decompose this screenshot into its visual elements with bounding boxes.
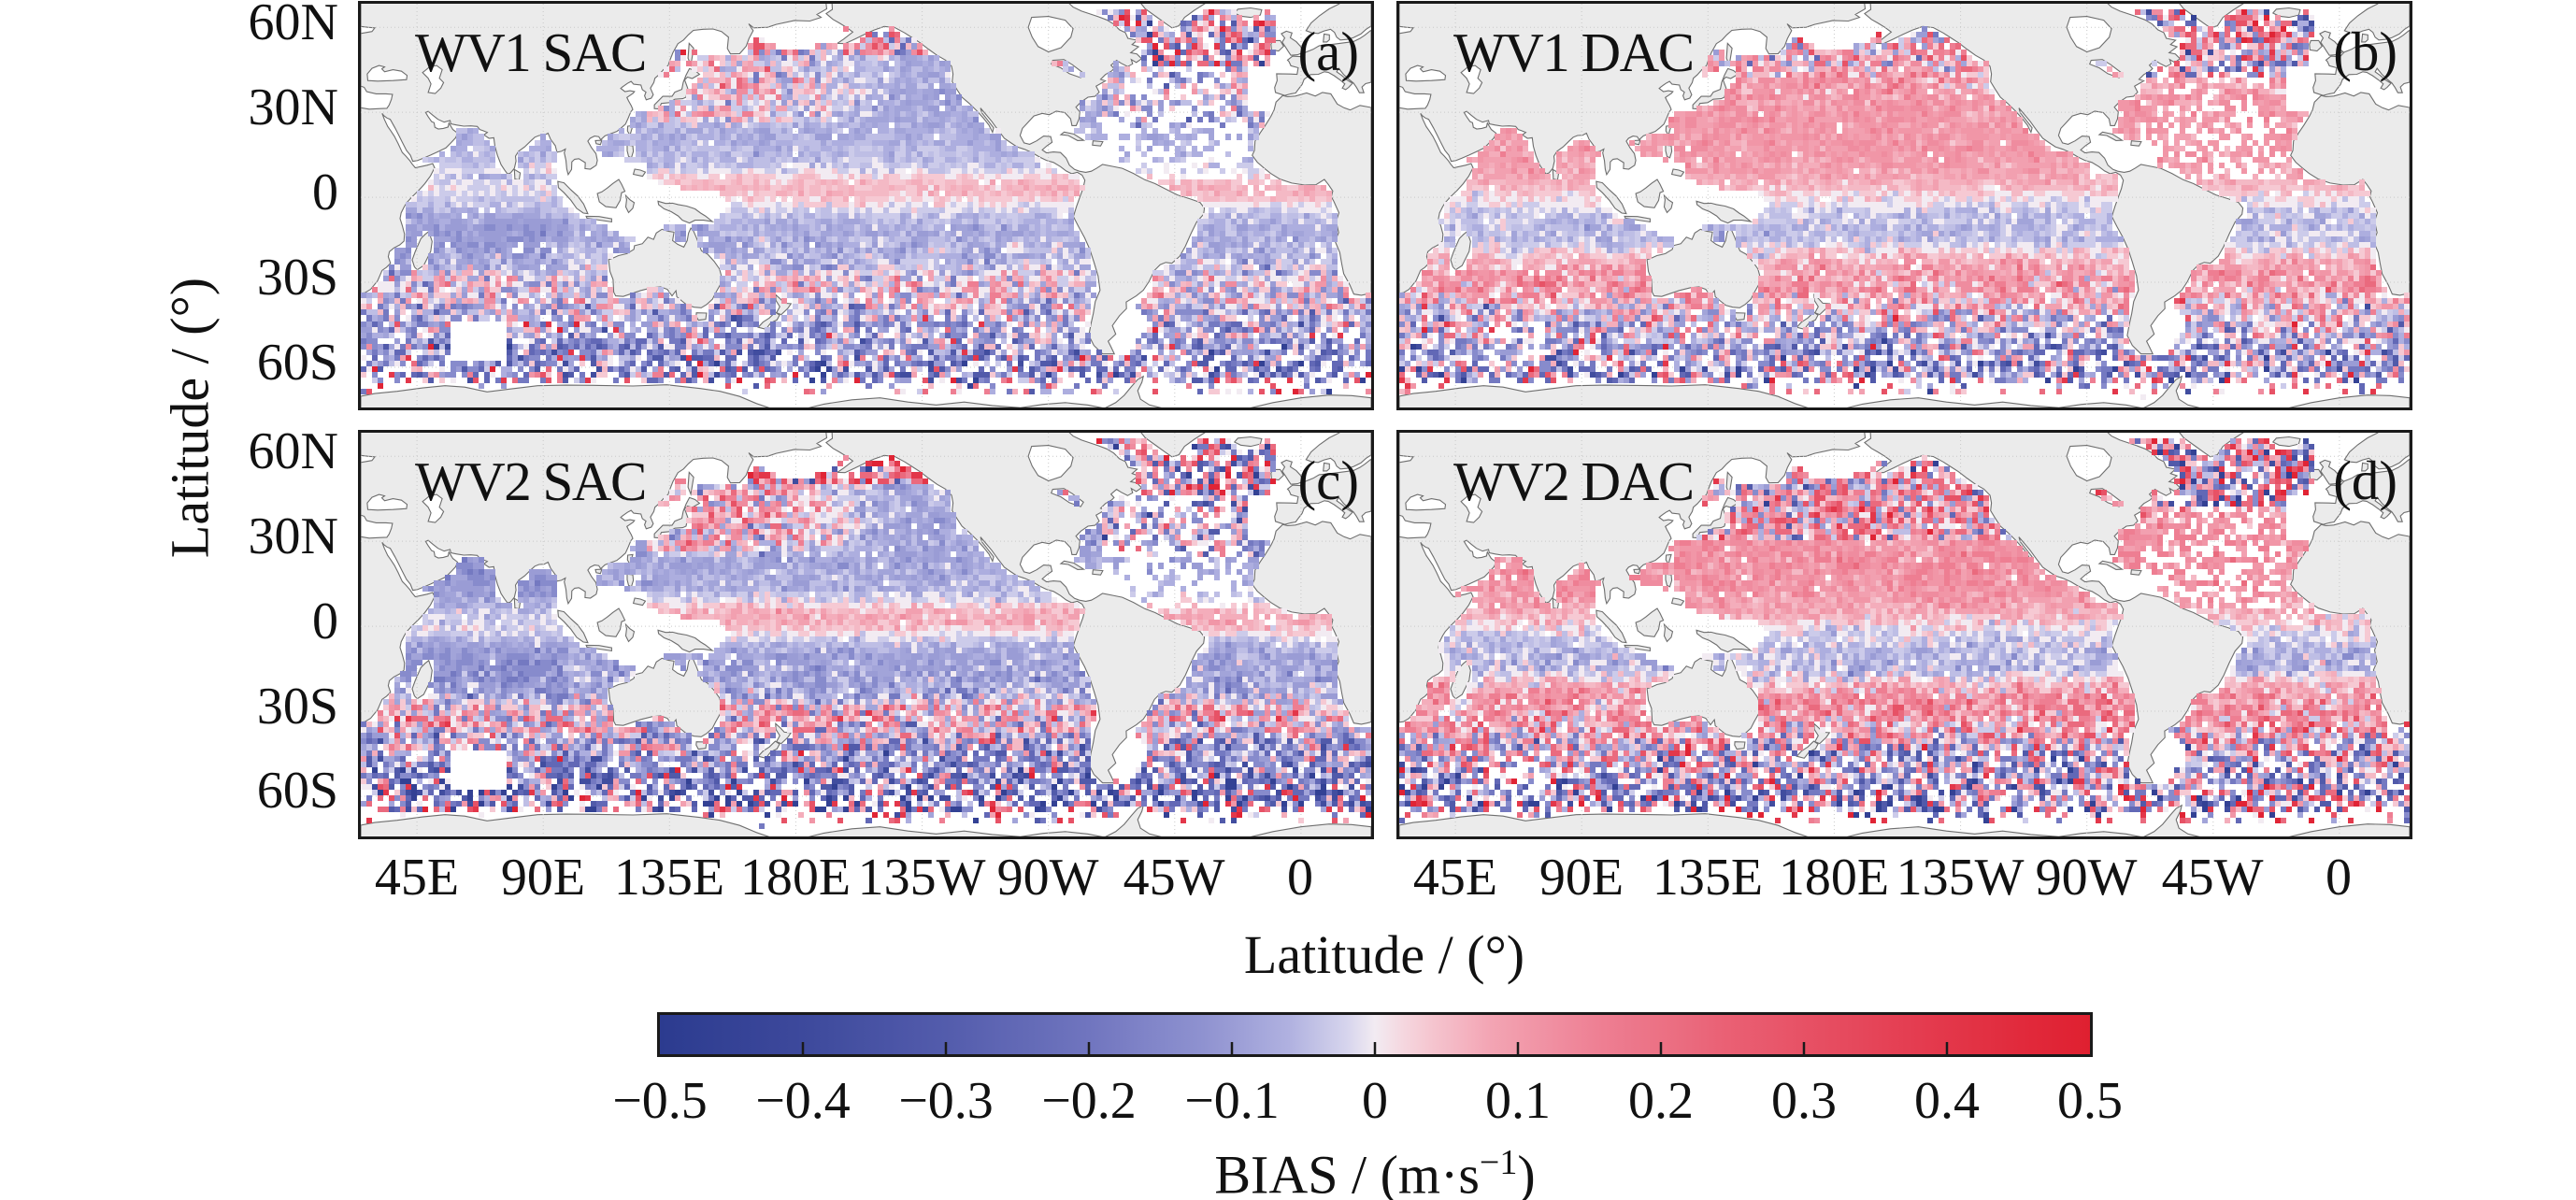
svg-text:(b): (b)	[2333, 21, 2397, 82]
svg-text:WV1 SAC: WV1 SAC	[415, 21, 646, 83]
svg-text:(c): (c)	[1297, 450, 1358, 511]
svg-text:(d): (d)	[2333, 450, 2397, 511]
svg-text:WV1 DAC: WV1 DAC	[1453, 21, 1694, 83]
svg-text:WV2 DAC: WV2 DAC	[1453, 450, 1694, 512]
svg-text:(a): (a)	[1297, 21, 1358, 82]
svg-text:WV2 SAC: WV2 SAC	[415, 450, 646, 512]
